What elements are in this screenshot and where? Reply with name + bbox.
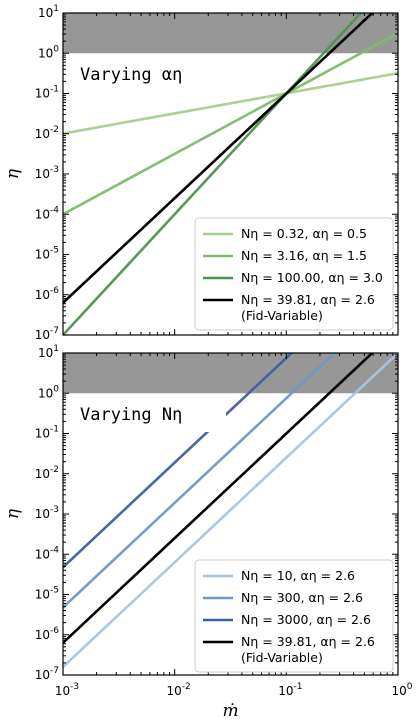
legend-fid-note: (Fid-Variable) [241,308,323,323]
y-tick-label: 10-3 [35,165,59,181]
series-line-3 [63,13,363,335]
ticks [62,12,399,336]
chart-panel-2: 10-7 10-6 10-5 10-4 10-3 10-2 10-1 100 101 10-3 10… [3,344,413,721]
panel-title: Varying αη [80,65,182,85]
y-tick-label: 10-6 [35,626,60,642]
legend: Nη = 10, αη = 2.6 Nη = 300, αη = 2.6 Nη = … [194,559,394,673]
series-lines [63,353,398,668]
legend-label: Nη = 3.16, αη = 1.5 [241,248,367,263]
x-tick-label: 100 [391,682,412,698]
y-tick-label: 101 [38,344,59,360]
y-tick-label: 10-5 [35,246,59,262]
legend-label: Nη = 3000, αη = 2.6 [241,612,371,627]
y-tick-label: 10-7 [35,666,59,682]
legend-label: Nη = 39.81, αη = 2.6 [241,292,375,307]
y-axis-label: η [3,168,23,179]
y-tick-label: 10-4 [35,205,60,221]
y-tick-label: 10-6 [35,286,60,302]
series-lines [63,13,398,335]
legend-label: Nη = 10, αη = 2.6 [241,568,355,583]
legend-label: Nη = 0.32, αη = 0.5 [241,226,367,241]
series-line-4 [63,13,375,304]
series-line-1 [63,71,398,135]
y-tick-label: 101 [38,4,59,20]
x-axis-label: ṁ [222,701,238,721]
y-tick-label: 10-5 [35,586,59,602]
y-tick-label: 10-3 [35,505,59,521]
legend-label: Nη = 300, αη = 2.6 [241,590,363,605]
y-tick-label: 10-2 [35,125,59,141]
chart-panel-1: 10-7 10-6 10-5 10-4 10-3 10-2 10-1 100 101 η Varyi… [3,4,399,342]
legend-box [194,559,394,673]
y-axis-label: η [3,508,23,519]
x-tick-label: 10-1 [278,682,302,698]
series-line-2 [63,353,337,609]
y-tick-label: 10-2 [35,465,59,481]
y-tick-label: 100 [38,44,59,60]
legend-label: Nη = 100.00, αη = 3.0 [241,270,383,285]
series-line-3 [63,353,294,569]
legend: Nη = 0.32, αη = 0.5 Nη = 3.16, αη = 1.5 Nη… [194,217,394,331]
panel-title-box [68,56,226,92]
panel-title-box [68,396,226,432]
series-line-1 [63,353,398,668]
legend-label: Nη = 39.81, αη = 2.6 [241,634,375,649]
legend-box [194,217,394,331]
shaded-region [63,13,398,54]
series-line-4 [63,353,375,644]
y-tick-label: 10-1 [35,425,59,441]
y-tick-label: 10-4 [35,545,60,561]
y-tick-label: 10-7 [35,326,59,342]
y-tick-label: 10-1 [35,85,59,101]
shaded-region [63,353,398,394]
x-tick-label: 10-3 [55,682,79,698]
panel-title: Varying Nη [80,405,182,425]
legend-fid-note: (Fid-Variable) [241,650,323,665]
series-line-2 [63,31,398,216]
y-tick-label: 100 [38,384,59,400]
x-tick-label: 10-2 [167,682,191,698]
